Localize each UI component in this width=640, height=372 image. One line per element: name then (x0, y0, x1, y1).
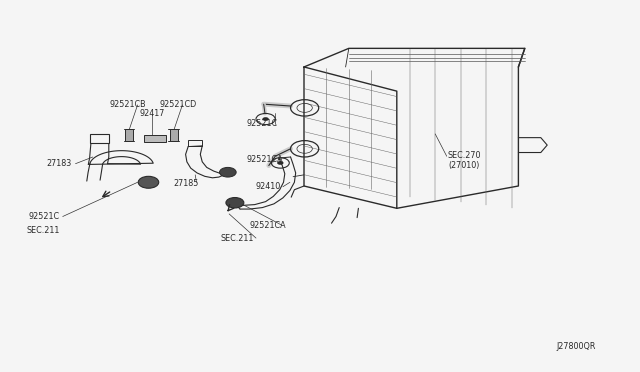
Text: (27010): (27010) (448, 161, 479, 170)
Bar (170, 129, 178, 141)
Text: 92521CB: 92521CB (109, 100, 147, 109)
Bar (125, 129, 133, 141)
Text: SEC.270: SEC.270 (448, 151, 481, 160)
Text: 92410: 92410 (256, 182, 281, 191)
Text: SEC.211: SEC.211 (27, 226, 60, 235)
Text: 92417: 92417 (140, 109, 165, 118)
Text: J27800QR: J27800QR (557, 342, 596, 351)
Circle shape (220, 167, 236, 177)
Text: 92521CA: 92521CA (250, 221, 286, 230)
Circle shape (262, 117, 269, 121)
Text: 27185: 27185 (173, 179, 198, 187)
Text: 92521CA: 92521CA (246, 155, 283, 164)
Bar (188, 140, 202, 146)
Text: 92521C: 92521C (29, 212, 60, 221)
Text: 27183: 27183 (46, 159, 71, 168)
Circle shape (226, 198, 244, 208)
Text: 92521CD: 92521CD (159, 100, 196, 109)
Bar (144, 135, 166, 142)
Text: SEC.211: SEC.211 (220, 234, 253, 243)
Text: 92521C: 92521C (246, 119, 278, 128)
Circle shape (277, 161, 284, 165)
Circle shape (138, 176, 159, 188)
Bar (90, 134, 109, 143)
